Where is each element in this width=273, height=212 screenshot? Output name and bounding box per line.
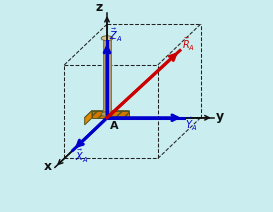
Polygon shape [85,111,129,118]
Text: z: z [95,1,102,14]
Polygon shape [85,111,92,125]
Ellipse shape [101,36,113,41]
Text: $\vec{Z}_A$: $\vec{Z}_A$ [109,27,123,44]
Text: $\vec{Y}_A$: $\vec{Y}_A$ [185,116,197,133]
Text: $\vec{X}_A$: $\vec{X}_A$ [75,148,88,165]
Text: $\vec{R}_A$: $\vec{R}_A$ [182,36,195,53]
Ellipse shape [101,112,113,117]
Text: x: x [44,160,52,173]
Text: y: y [216,110,224,123]
Text: A: A [110,121,119,131]
Polygon shape [92,111,129,118]
Bar [103,38,111,114]
